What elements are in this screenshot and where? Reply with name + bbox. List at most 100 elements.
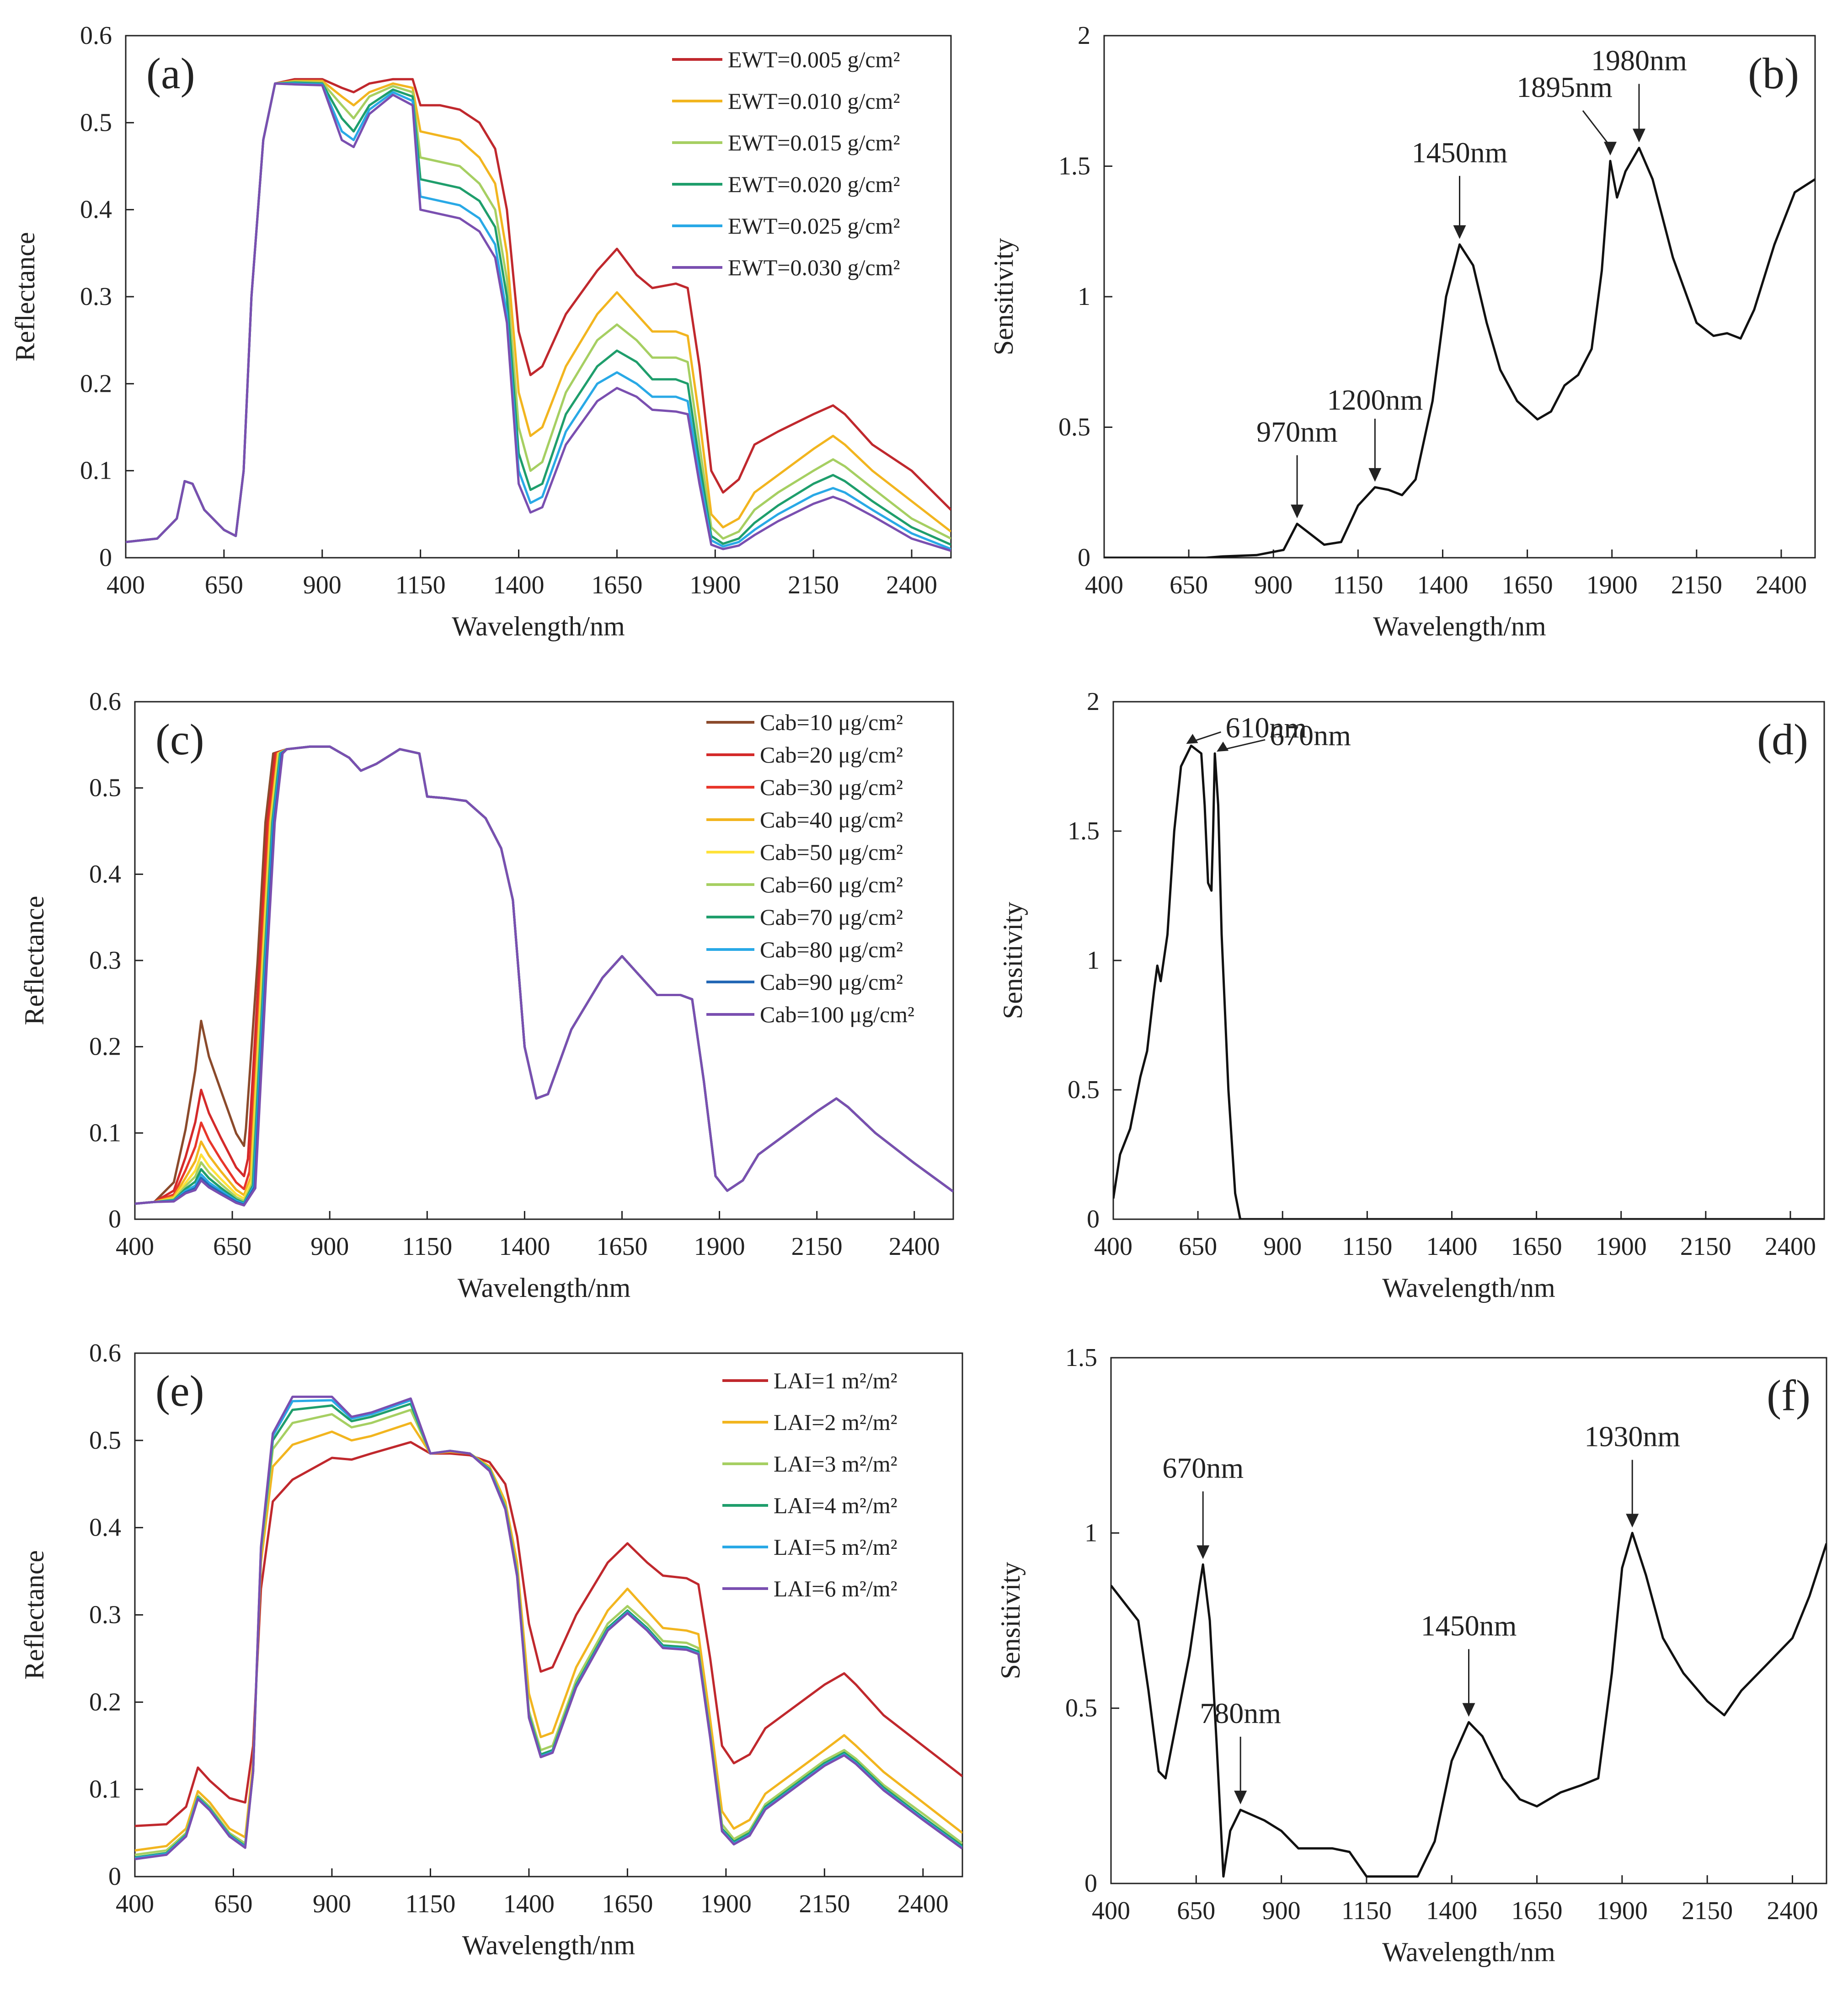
x-tick-label: 900 bbox=[303, 571, 342, 599]
y-tick-label: 0 bbox=[1087, 1205, 1100, 1233]
x-tick-label: 650 bbox=[1179, 1232, 1217, 1261]
legend-label: Cab=10 μg/cm² bbox=[760, 709, 903, 735]
x-tick-label: 650 bbox=[213, 1232, 251, 1261]
legend-label: LAI=2 m²/m² bbox=[774, 1409, 897, 1435]
annotation-arrowhead bbox=[1604, 142, 1617, 156]
legend-label: Cab=90 μg/cm² bbox=[760, 969, 903, 995]
panel-label: (d) bbox=[1757, 715, 1808, 764]
annotation-arrowhead bbox=[1626, 1514, 1639, 1528]
y-tick-label: 0.1 bbox=[89, 1119, 121, 1147]
x-axis-label: Wavelength/nm bbox=[1373, 611, 1546, 641]
x-tick-label: 400 bbox=[116, 1890, 154, 1918]
panel-label: (a) bbox=[146, 49, 195, 98]
series-line-1 bbox=[1113, 744, 1824, 1219]
x-tick-label: 1150 bbox=[395, 571, 446, 599]
x-tick-label: 650 bbox=[1177, 1897, 1215, 1925]
y-tick-label: 0 bbox=[108, 1205, 121, 1233]
x-tick-label: 1150 bbox=[405, 1890, 455, 1918]
x-tick-label: 650 bbox=[214, 1890, 252, 1918]
y-tick-label: 1 bbox=[1078, 283, 1090, 311]
annotation-label: 1450nm bbox=[1421, 1609, 1517, 1642]
y-axis-label: Reflectance bbox=[10, 232, 40, 361]
panel-a: 400 650 900 1150 1400 1650 1900 2150 2400 0 0.1 0.2… bbox=[10, 21, 952, 641]
x-tick-label: 400 bbox=[1094, 1232, 1132, 1261]
x-tick-label: 400 bbox=[1092, 1897, 1130, 1925]
x-tick-label: 1900 bbox=[1597, 1897, 1648, 1925]
x-tick-label: 1900 bbox=[1586, 571, 1638, 599]
x-tick-label: 2150 bbox=[1682, 1897, 1733, 1925]
x-tick-label: 400 bbox=[107, 571, 145, 599]
annotation-label: 1930nm bbox=[1584, 1420, 1680, 1452]
panel-label: (f) bbox=[1767, 1371, 1811, 1420]
legend-label: LAI=1 m²/m² bbox=[774, 1368, 897, 1393]
x-tick-label: 2150 bbox=[1680, 1232, 1731, 1261]
x-tick-label: 1400 bbox=[1417, 571, 1468, 599]
legend-label: EWT=0.020 g/cm² bbox=[728, 171, 900, 197]
legend-label: Cab=80 μg/cm² bbox=[760, 937, 903, 962]
panel-c: 400 650 900 1150 1400 1650 1900 2150 2400 0 0.1 0.2… bbox=[19, 688, 954, 1303]
x-axis-label: Wavelength/nm bbox=[1382, 1273, 1555, 1303]
legend-label: EWT=0.010 g/cm² bbox=[728, 88, 900, 114]
annotation-label: 1895nm bbox=[1517, 71, 1613, 103]
x-tick-label: 1150 bbox=[1333, 571, 1383, 599]
y-tick-label: 2 bbox=[1087, 688, 1100, 716]
annotation-label: 1450nm bbox=[1412, 136, 1508, 169]
legend-label: LAI=6 m²/m² bbox=[774, 1576, 897, 1601]
annotation-label: 610nm bbox=[1226, 711, 1307, 744]
legend-label: Cab=20 μg/cm² bbox=[760, 742, 903, 768]
annotation-label: 670nm bbox=[1162, 1451, 1244, 1484]
x-tick-label: 900 bbox=[310, 1232, 349, 1261]
y-tick-label: 1.5 bbox=[1058, 152, 1090, 181]
annotation-arrow bbox=[1582, 110, 1611, 147]
x-tick-label: 1900 bbox=[689, 571, 741, 599]
x-tick-label: 2400 bbox=[1765, 1232, 1816, 1261]
x-tick-label: 2400 bbox=[897, 1890, 949, 1918]
x-axis-label: Wavelength/nm bbox=[452, 611, 625, 641]
x-tick-label: 2150 bbox=[788, 571, 839, 599]
x-tick-label: 1150 bbox=[1341, 1897, 1392, 1925]
x-tick-label: 1650 bbox=[1511, 1232, 1562, 1261]
y-tick-label: 0.4 bbox=[80, 196, 112, 224]
y-tick-label: 0.2 bbox=[89, 1688, 121, 1716]
annotation-arrowhead bbox=[1196, 1545, 1210, 1559]
x-axis-label: Wavelength/nm bbox=[458, 1273, 630, 1303]
plot-frame bbox=[1110, 1357, 1827, 1884]
x-tick-label: 900 bbox=[1263, 1232, 1302, 1261]
x-tick-label: 1400 bbox=[493, 571, 545, 599]
x-tick-label: 1650 bbox=[602, 1890, 653, 1918]
y-tick-label: 0.5 bbox=[80, 108, 112, 137]
x-tick-label: 2400 bbox=[886, 571, 937, 599]
y-tick-label: 0 bbox=[1084, 1869, 1097, 1898]
legend-label: EWT=0.030 g/cm² bbox=[728, 255, 900, 280]
annotation-arrowhead bbox=[1462, 1703, 1475, 1717]
plot-frame bbox=[1103, 35, 1816, 559]
annotation-label: 780nm bbox=[1200, 1697, 1281, 1729]
series-line-6 bbox=[135, 1395, 962, 1861]
y-tick-label: 0.4 bbox=[89, 1514, 121, 1542]
x-tick-label: 1650 bbox=[596, 1232, 647, 1261]
x-tick-label: 1400 bbox=[503, 1890, 555, 1918]
legend-label: Cab=50 μg/cm² bbox=[760, 839, 903, 865]
x-tick-label: 650 bbox=[205, 571, 243, 599]
x-tick-label: 1900 bbox=[694, 1232, 745, 1261]
series-line-1 bbox=[1111, 1531, 1827, 1878]
y-axis-label: Sensitivity bbox=[988, 238, 1019, 356]
y-axis-label: Reflectance bbox=[19, 1550, 49, 1680]
x-tick-label: 1650 bbox=[591, 571, 642, 599]
x-tick-label: 2400 bbox=[1767, 1897, 1818, 1925]
y-tick-label: 0.5 bbox=[1058, 413, 1090, 442]
x-tick-label: 1150 bbox=[402, 1232, 452, 1261]
panel-f: 400 650 900 1150 1400 1650 1900 2150 2400 0 0.5 1 1.… bbox=[995, 1344, 1827, 1967]
x-tick-label: 400 bbox=[116, 1232, 154, 1261]
x-tick-label: 1400 bbox=[1426, 1897, 1477, 1925]
panel-e: 400 650 900 1150 1400 1650 1900 2150 2400 0 0.1 0.2… bbox=[19, 1339, 963, 1960]
x-tick-label: 1900 bbox=[1596, 1232, 1647, 1261]
y-axis-label: Reflectance bbox=[19, 896, 49, 1025]
y-tick-label: 0.6 bbox=[80, 21, 112, 50]
x-axis-label: Wavelength/nm bbox=[1382, 1937, 1555, 1967]
panel-label: (e) bbox=[155, 1366, 204, 1415]
legend-label: Cab=100 μg/cm² bbox=[760, 1002, 914, 1027]
plot-frame bbox=[125, 35, 952, 559]
annotation-arrowhead bbox=[1453, 225, 1466, 239]
